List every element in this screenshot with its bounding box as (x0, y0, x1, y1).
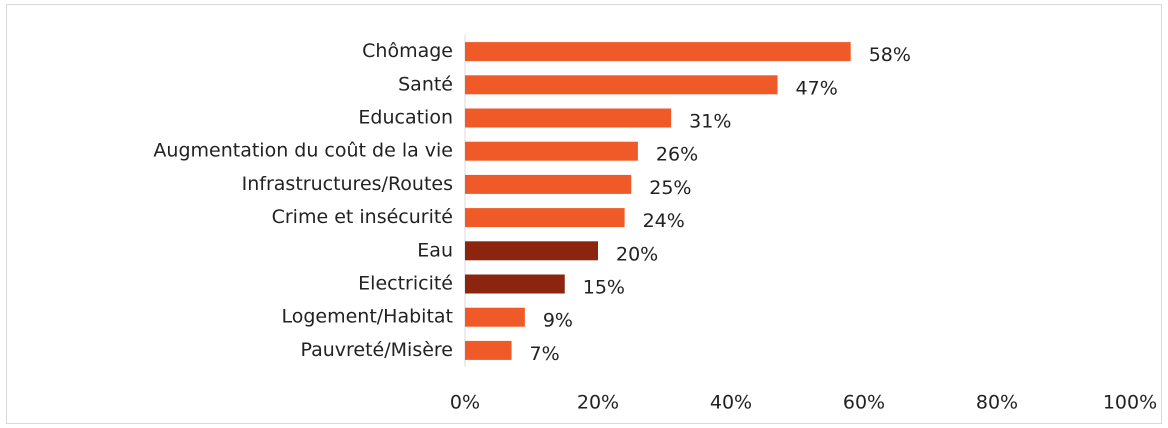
data-label: 15% (583, 277, 625, 299)
bar (465, 42, 851, 62)
bar (465, 75, 778, 95)
data-label: 20% (616, 243, 658, 265)
data-label: 7% (530, 343, 560, 365)
bar (465, 340, 512, 360)
y-tick-label: Education (358, 107, 453, 129)
data-label: 47% (796, 77, 838, 99)
x-tick-label: 80% (976, 392, 1018, 414)
y-tick-label: Logement/Habitat (281, 306, 453, 328)
x-tick-label: 20% (577, 392, 619, 414)
data-label: 25% (649, 177, 691, 199)
data-label: 26% (656, 144, 698, 166)
bar (465, 141, 638, 161)
y-tick-label: Chômage (362, 40, 453, 62)
y-tick-label: Crime et insécurité (272, 206, 453, 228)
y-tick-label: Infrastructures/Routes (242, 173, 453, 195)
bar (465, 174, 632, 194)
bar (465, 274, 565, 294)
x-tick-label: 40% (710, 392, 752, 414)
x-tick-label: 60% (843, 392, 885, 414)
bar (465, 208, 625, 228)
y-tick-label: Santé (398, 73, 453, 95)
x-tick-label: 100% (1103, 392, 1157, 414)
y-tick-label: Eau (417, 239, 453, 261)
y-tick-label: Augmentation du coût de la vie (153, 140, 453, 162)
y-tick-label: Electricité (358, 273, 453, 295)
y-tick-label: Pauvreté/Misère (300, 339, 453, 361)
data-label: 58% (869, 44, 911, 66)
data-label: 24% (643, 210, 685, 232)
data-label: 9% (543, 310, 573, 332)
data-label: 31% (689, 111, 731, 133)
bar (465, 108, 672, 128)
bar (465, 241, 598, 261)
x-tick-label: 0% (450, 392, 480, 414)
bar (465, 307, 525, 327)
